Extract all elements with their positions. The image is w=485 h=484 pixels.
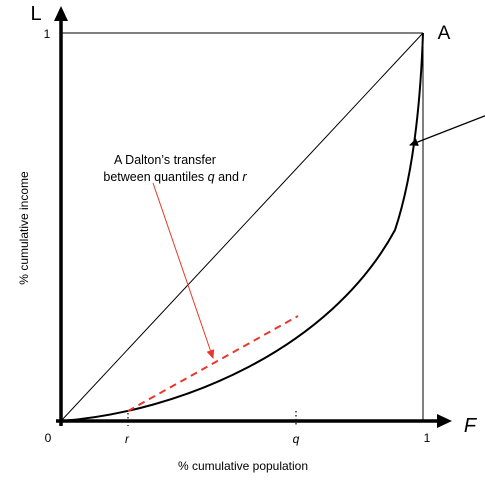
x-axis-arrowhead	[437, 414, 452, 428]
annotation-line-2: between quantiles q and r	[103, 170, 247, 184]
x-tick-zero: 0	[45, 431, 52, 445]
x-tick-q: q	[293, 432, 300, 446]
x-tick-one: 1	[424, 431, 431, 445]
equality-line	[60, 32, 424, 422]
x-axis-letter: F	[464, 415, 478, 437]
lorenz-curve	[60, 32, 424, 422]
y-axis-label: % cumulative income	[17, 171, 31, 285]
annotation-q: q	[208, 170, 215, 184]
annotation-prefix: between quantiles	[103, 170, 207, 184]
annotation-r: r	[242, 170, 247, 184]
dalton-transfer-segment	[127, 315, 299, 412]
corner-label-a: A	[438, 23, 451, 44]
annotation-line-1: A Dalton’s transfer	[114, 153, 216, 167]
curve-pointer-arrow	[409, 115, 485, 146]
x-tick-r: r	[125, 432, 130, 446]
annotation-arrow	[152, 182, 215, 359]
y-axis-arrowhead	[54, 6, 68, 21]
annotation-and: and	[215, 170, 243, 184]
y-tick-one: 1	[44, 27, 51, 41]
x-axis-label: % cumulative population	[178, 459, 308, 473]
y-axis-letter: L	[30, 3, 41, 25]
